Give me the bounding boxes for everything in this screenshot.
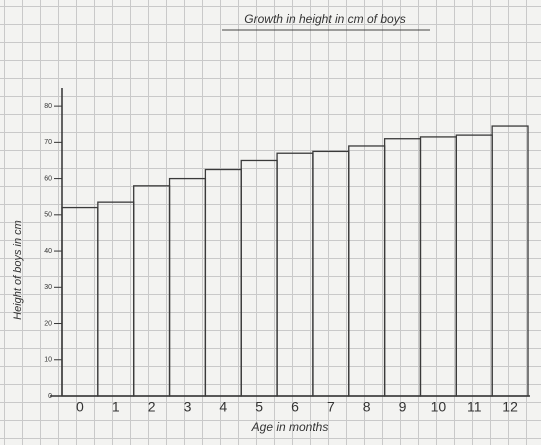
- bar: [62, 208, 98, 396]
- bar: [456, 135, 492, 396]
- x-tick-label: 2: [148, 399, 156, 415]
- y-tick-label: 80: [44, 103, 52, 110]
- y-tick-label: 40: [44, 248, 52, 255]
- x-tick-label: 11: [467, 399, 482, 415]
- x-tick-label: 6: [291, 399, 299, 415]
- bar: [241, 160, 277, 396]
- x-tick-label: 3: [184, 399, 192, 415]
- x-tick-label: 10: [431, 399, 447, 415]
- x-tick-label: 5: [255, 399, 263, 415]
- bar: [349, 146, 385, 396]
- y-tick-label: 0: [48, 393, 52, 400]
- x-tick-label: 7: [327, 399, 335, 415]
- bar: [277, 153, 313, 396]
- bar: [313, 151, 349, 396]
- bar: [420, 137, 456, 396]
- x-tick-label: 12: [502, 399, 518, 415]
- y-tick-label: 20: [44, 320, 52, 327]
- y-tick-label: 30: [44, 284, 52, 291]
- y-tick-label: 50: [44, 212, 52, 219]
- bar: [98, 202, 134, 396]
- x-axis-label: Age in months: [251, 420, 329, 434]
- chart-title: Growth in height in cm of boys: [244, 12, 405, 26]
- x-tick-label: 0: [76, 399, 84, 415]
- bar: [385, 139, 421, 396]
- x-tick-label: 9: [399, 399, 407, 415]
- y-tick-label: 60: [44, 175, 52, 182]
- bar: [205, 170, 241, 396]
- x-tick-label: 8: [363, 399, 371, 415]
- y-tick-label: 70: [44, 139, 52, 146]
- y-axis-label: Height of boys in cm: [12, 220, 24, 320]
- chart: Growth in height in cm of boys Age in mo…: [0, 0, 541, 445]
- y-tick-label: 10: [44, 357, 52, 364]
- bar: [134, 186, 170, 396]
- bar: [492, 126, 528, 396]
- graph-paper: Growth in height in cm of boys Age in mo…: [0, 0, 541, 445]
- x-tick-label: 4: [219, 399, 227, 415]
- bar: [170, 179, 206, 396]
- x-tick-label: 1: [112, 399, 120, 415]
